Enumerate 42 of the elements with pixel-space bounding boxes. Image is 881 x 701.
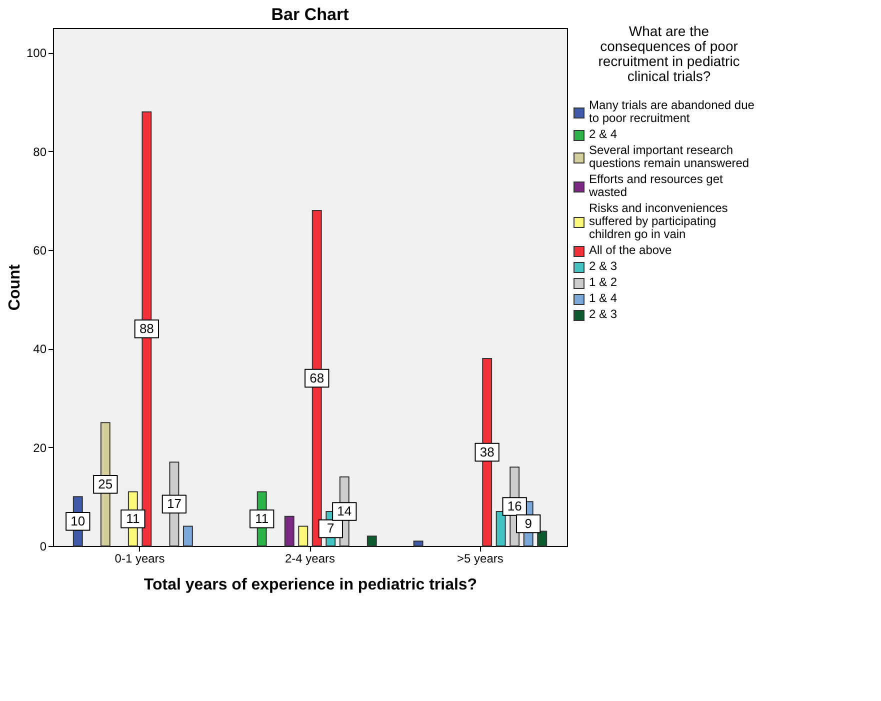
chart-title: Bar Chart bbox=[271, 5, 350, 24]
x-tick-label: >5 years bbox=[457, 552, 504, 566]
legend-label: Risks and inconveniences suffered by participating children go in vain bbox=[589, 201, 728, 241]
legend-label: Several important research questions remain unanswered bbox=[589, 143, 750, 170]
data-label: 68 bbox=[310, 370, 324, 386]
legend-label: Many trials are abandoned due to poor recruitment bbox=[589, 98, 755, 125]
y-tick-label: 20 bbox=[33, 440, 47, 455]
legend-title: What are the consequences of poor recruitment in pediatric clinical trials? bbox=[598, 23, 740, 84]
bar bbox=[413, 540, 424, 546]
bar bbox=[298, 526, 308, 546]
legend-label: 1 & 2 bbox=[589, 275, 618, 289]
legend-label: 2 & 4 bbox=[589, 127, 618, 141]
data-label: 11 bbox=[255, 510, 269, 526]
data-label: 16 bbox=[507, 498, 522, 514]
data-label: 17 bbox=[166, 496, 182, 512]
bar bbox=[182, 526, 193, 546]
data-label: 14 bbox=[337, 503, 352, 518]
bar bbox=[537, 530, 548, 546]
legend-label: 2 & 3 bbox=[589, 259, 618, 273]
bar bbox=[366, 536, 377, 546]
y-tick-label: 100 bbox=[26, 46, 47, 60]
y-tick-label: 0 bbox=[40, 540, 47, 554]
x-axis-title: Total years of experience in pediatric trials? bbox=[144, 576, 478, 594]
legend-label: 1 & 4 bbox=[589, 291, 618, 305]
x-tick-label: 2-4 years bbox=[284, 552, 336, 566]
data-label: 38 bbox=[480, 444, 494, 460]
y-axis-title: Count bbox=[6, 264, 24, 311]
legend-label: All of the above bbox=[589, 243, 672, 257]
y-tick-label: 40 bbox=[33, 342, 47, 356]
y-tick-label: 60 bbox=[33, 244, 47, 258]
legend-label: 2 & 3 bbox=[589, 307, 618, 321]
data-label: 88 bbox=[139, 320, 154, 336]
bar bbox=[284, 516, 294, 546]
data-label: 25 bbox=[98, 476, 113, 492]
data-label: 9 bbox=[524, 516, 532, 531]
data-label: 10 bbox=[70, 513, 86, 528]
legend-label: Efforts and resources get wasted bbox=[588, 172, 724, 199]
data-label: 7 bbox=[327, 520, 334, 536]
bar bbox=[496, 510, 506, 546]
x-tick-label: 0-1 years bbox=[114, 552, 165, 566]
data-label: 11 bbox=[126, 510, 140, 526]
y-tick-label: 80 bbox=[33, 144, 47, 159]
